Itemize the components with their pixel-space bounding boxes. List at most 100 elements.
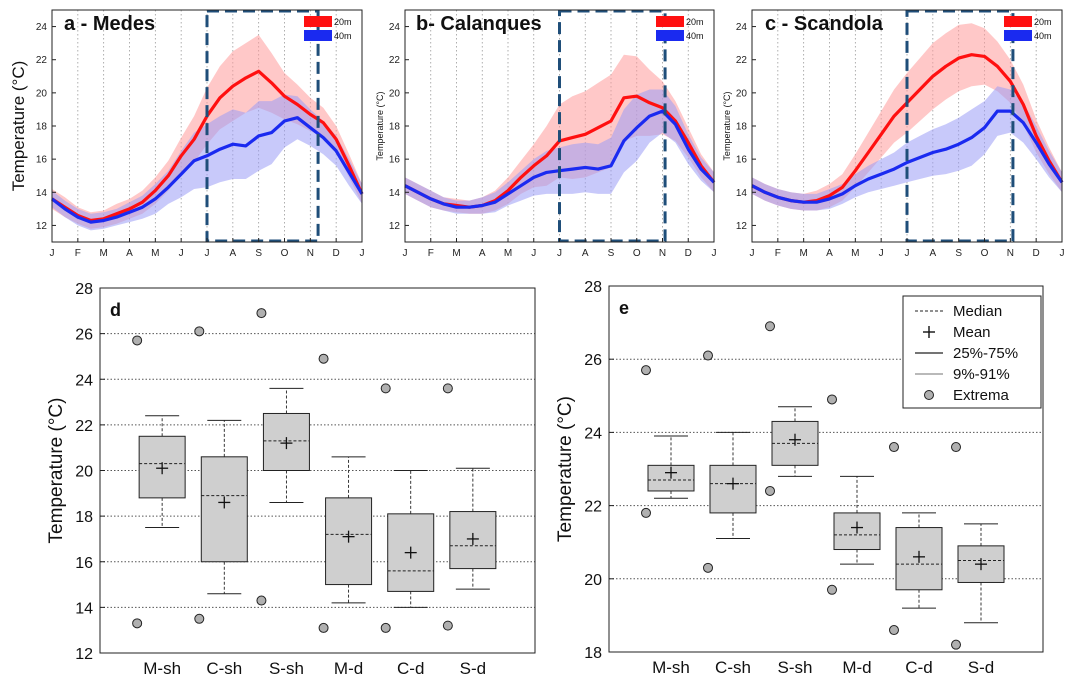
highlight-box <box>558 9 667 243</box>
legend-label: Median <box>953 303 1002 320</box>
legend-label: 25%-75% <box>953 345 1018 362</box>
y-tick-label: 16 <box>389 155 401 166</box>
box-S-sh <box>256 308 310 606</box>
x-tick-label: D <box>333 248 340 259</box>
y-tick-label: 12 <box>75 646 93 663</box>
y-tick-label: 14 <box>736 188 748 199</box>
x-tick-label: M <box>799 248 807 259</box>
extreme-min-point <box>194 613 205 624</box>
extreme-max-point <box>194 326 205 337</box>
box-S-d <box>442 383 497 631</box>
x-tick-label: A <box>929 248 936 259</box>
legend-swatch <box>304 30 332 41</box>
x-tick-label: J <box>403 248 408 259</box>
x-tick-label: F <box>428 248 434 259</box>
x-tick-label: F <box>775 248 781 259</box>
iqr-box <box>200 456 248 563</box>
y-tick-label: 24 <box>584 425 602 442</box>
x-tick-label: C-sh <box>715 658 751 677</box>
panel-title: a - Medes <box>64 13 155 35</box>
plot-frame <box>608 285 1044 653</box>
legend-label: 20m <box>686 17 704 27</box>
y-tick-label: 18 <box>584 645 602 662</box>
x-tick-label: N <box>307 248 314 259</box>
box-S-d <box>951 442 1005 650</box>
legend-swatch <box>656 16 684 27</box>
x-tick-label: S-d <box>968 658 994 677</box>
box-C-d <box>380 383 435 633</box>
x-tick-label: C-sh <box>206 659 242 678</box>
x-tick-label: J <box>557 248 562 259</box>
extreme-min-point <box>765 485 775 496</box>
x-tick-label: A <box>126 248 133 259</box>
x-tick-label: M-sh <box>652 658 690 677</box>
extreme-max-point <box>380 383 391 394</box>
x-tick-label: J <box>531 248 536 259</box>
y-tick-label: 18 <box>36 122 48 133</box>
box-M-d <box>318 353 373 633</box>
y-tick-label: 26 <box>75 327 93 344</box>
y-axis-label: Temperature (°C) <box>9 61 28 192</box>
y-tick-label: 20 <box>36 88 48 99</box>
legend-label: Extrema <box>953 387 1010 404</box>
x-tick-label: N <box>659 248 666 259</box>
series-line-40m <box>51 116 364 224</box>
x-tick-label: A <box>479 248 486 259</box>
y-tick-label: 18 <box>389 122 401 133</box>
box-M-sh <box>641 365 695 518</box>
y-tick-label: 28 <box>584 279 602 296</box>
extreme-min-point <box>380 622 391 633</box>
panel-title: c - Scandola <box>765 13 884 35</box>
y-tick-label: 22 <box>75 418 93 435</box>
y-tick-label: 20 <box>75 464 93 481</box>
legend-box <box>902 295 1042 409</box>
extreme-min-point <box>951 639 961 650</box>
panel-b: 12 14 16 18 20 22 24 J F M A M J J A S O N D J Temperature (… <box>375 9 717 259</box>
y-tick-label: 20 <box>736 88 748 99</box>
y-tick-label: 16 <box>36 155 48 166</box>
extreme-min-point <box>889 625 899 636</box>
series-band-40m <box>752 86 1062 211</box>
legend-label: Mean <box>953 324 991 341</box>
y-tick-label: 12 <box>389 221 401 232</box>
legend-symbol-extrema <box>924 390 934 400</box>
legend-label: 9%-91% <box>953 366 1010 383</box>
x-tick-label: A <box>826 248 833 259</box>
x-tick-label: S-sh <box>269 659 304 678</box>
highlight-box <box>905 9 1015 243</box>
y-tick-label: 22 <box>736 55 748 66</box>
x-tick-label: J <box>360 248 365 259</box>
x-tick-label: F <box>75 248 81 259</box>
extreme-min-point <box>641 507 651 518</box>
panel-label: d <box>110 300 121 320</box>
y-tick-label: 22 <box>584 499 602 516</box>
box-S-sh <box>765 321 819 496</box>
x-tick-label: J <box>879 248 884 259</box>
extreme-max-point <box>442 383 453 394</box>
x-tick-label: J <box>50 248 55 259</box>
extreme-max-point <box>889 442 899 453</box>
extreme-max-point <box>132 335 143 346</box>
x-tick-label: O <box>281 248 289 259</box>
y-tick-label: 14 <box>36 188 48 199</box>
x-tick-label: S-sh <box>778 658 813 677</box>
y-tick-label: 12 <box>736 221 748 232</box>
y-axis-label: Temperature (°C) <box>46 398 67 544</box>
x-tick-label: D <box>685 248 692 259</box>
x-tick-label: M <box>151 248 159 259</box>
extreme-min-point <box>703 562 713 573</box>
x-tick-label: J <box>905 248 910 259</box>
panel-label: e <box>619 298 629 318</box>
panel-c: 12 14 16 18 20 22 24 J F M A M J J A S O N D J Temperature (… <box>722 9 1065 259</box>
legend-swatch <box>656 30 684 41</box>
highlight-box <box>205 9 320 243</box>
y-tick-label: 20 <box>584 572 602 589</box>
x-tick-label: S <box>255 248 262 259</box>
y-tick-label: 24 <box>736 22 748 33</box>
y-tick-label: 24 <box>389 22 401 33</box>
x-tick-label: C-d <box>397 659 424 678</box>
x-tick-label: M <box>452 248 460 259</box>
y-tick-label: 20 <box>389 88 401 99</box>
x-tick-label: J <box>712 248 717 259</box>
